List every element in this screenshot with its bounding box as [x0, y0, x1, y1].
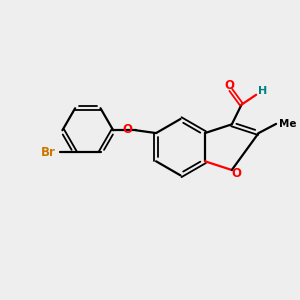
Text: H: H	[259, 86, 268, 96]
Text: Br: Br	[41, 146, 56, 159]
Text: O: O	[122, 123, 132, 136]
Text: Me: Me	[280, 119, 297, 129]
Text: O: O	[232, 167, 242, 180]
Text: O: O	[225, 79, 235, 92]
